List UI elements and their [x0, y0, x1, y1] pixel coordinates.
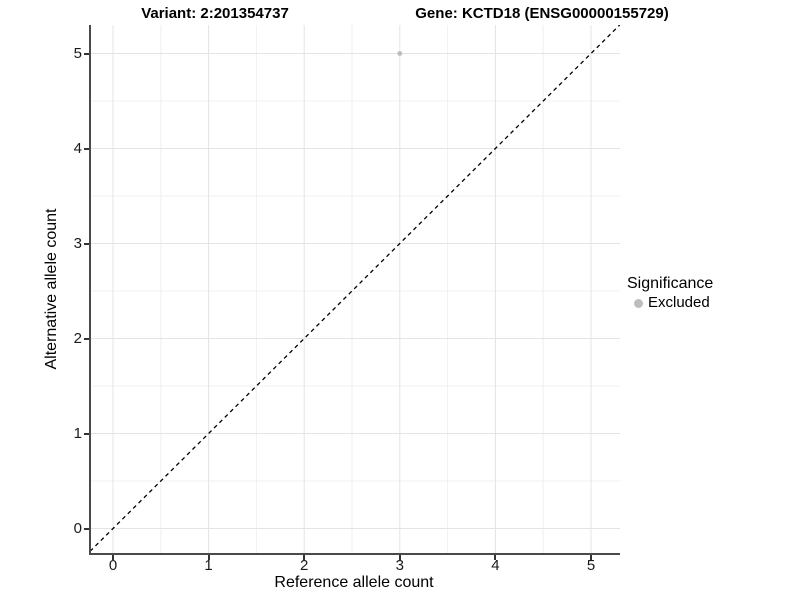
x-tick-label: 5 [586, 557, 596, 574]
legend: Significance Excluded [627, 274, 713, 312]
y-axis-tick [84, 432, 89, 435]
y-axis-label: Alternative allele count [43, 208, 60, 370]
data-point-excluded [397, 51, 403, 56]
y-tick-label: 1 [73, 425, 82, 442]
x-axis-tick [112, 555, 114, 560]
legend-item-excluded: Excluded [634, 294, 713, 312]
y-tick-label: 2 [73, 330, 82, 347]
excluded-point-marker-icon [634, 298, 643, 308]
x-tick-label: 3 [395, 557, 404, 574]
y-axis-tick [84, 337, 89, 340]
x-axis-tick [590, 555, 592, 560]
chart-panel [91, 25, 620, 553]
y-axis-line [89, 25, 91, 555]
x-axis-tick [303, 555, 306, 560]
scatter-plot-canvas [91, 25, 620, 553]
y-axis-tick [84, 242, 89, 245]
y-tick-label: 3 [73, 235, 82, 252]
x-tick-label: 2 [300, 557, 309, 574]
y-axis-tick [84, 527, 89, 530]
plot-title-variant: Variant: 2:201354737 [141, 5, 289, 22]
y-tick-label: 0 [73, 520, 82, 537]
y-axis-tick [84, 52, 89, 55]
identity-line [91, 25, 620, 552]
plot-title-gene: Gene: KCTD18 (ENSG00000155729) [415, 5, 669, 22]
y-tick-label: 4 [73, 140, 82, 157]
y-tick-label: 5 [73, 45, 82, 62]
x-axis-label: Reference allele count [274, 574, 434, 591]
x-tick-label: 1 [204, 557, 213, 574]
x-axis-tick [398, 555, 401, 560]
x-tick-label: 0 [108, 557, 118, 574]
x-tick-label: 4 [491, 557, 500, 574]
legend-title: Significance [627, 275, 714, 292]
y-axis-tick [84, 147, 89, 150]
x-axis-line [89, 553, 620, 555]
x-axis-tick [494, 555, 497, 560]
x-axis-tick [207, 555, 210, 560]
legend-item-label: Excluded [648, 294, 710, 311]
